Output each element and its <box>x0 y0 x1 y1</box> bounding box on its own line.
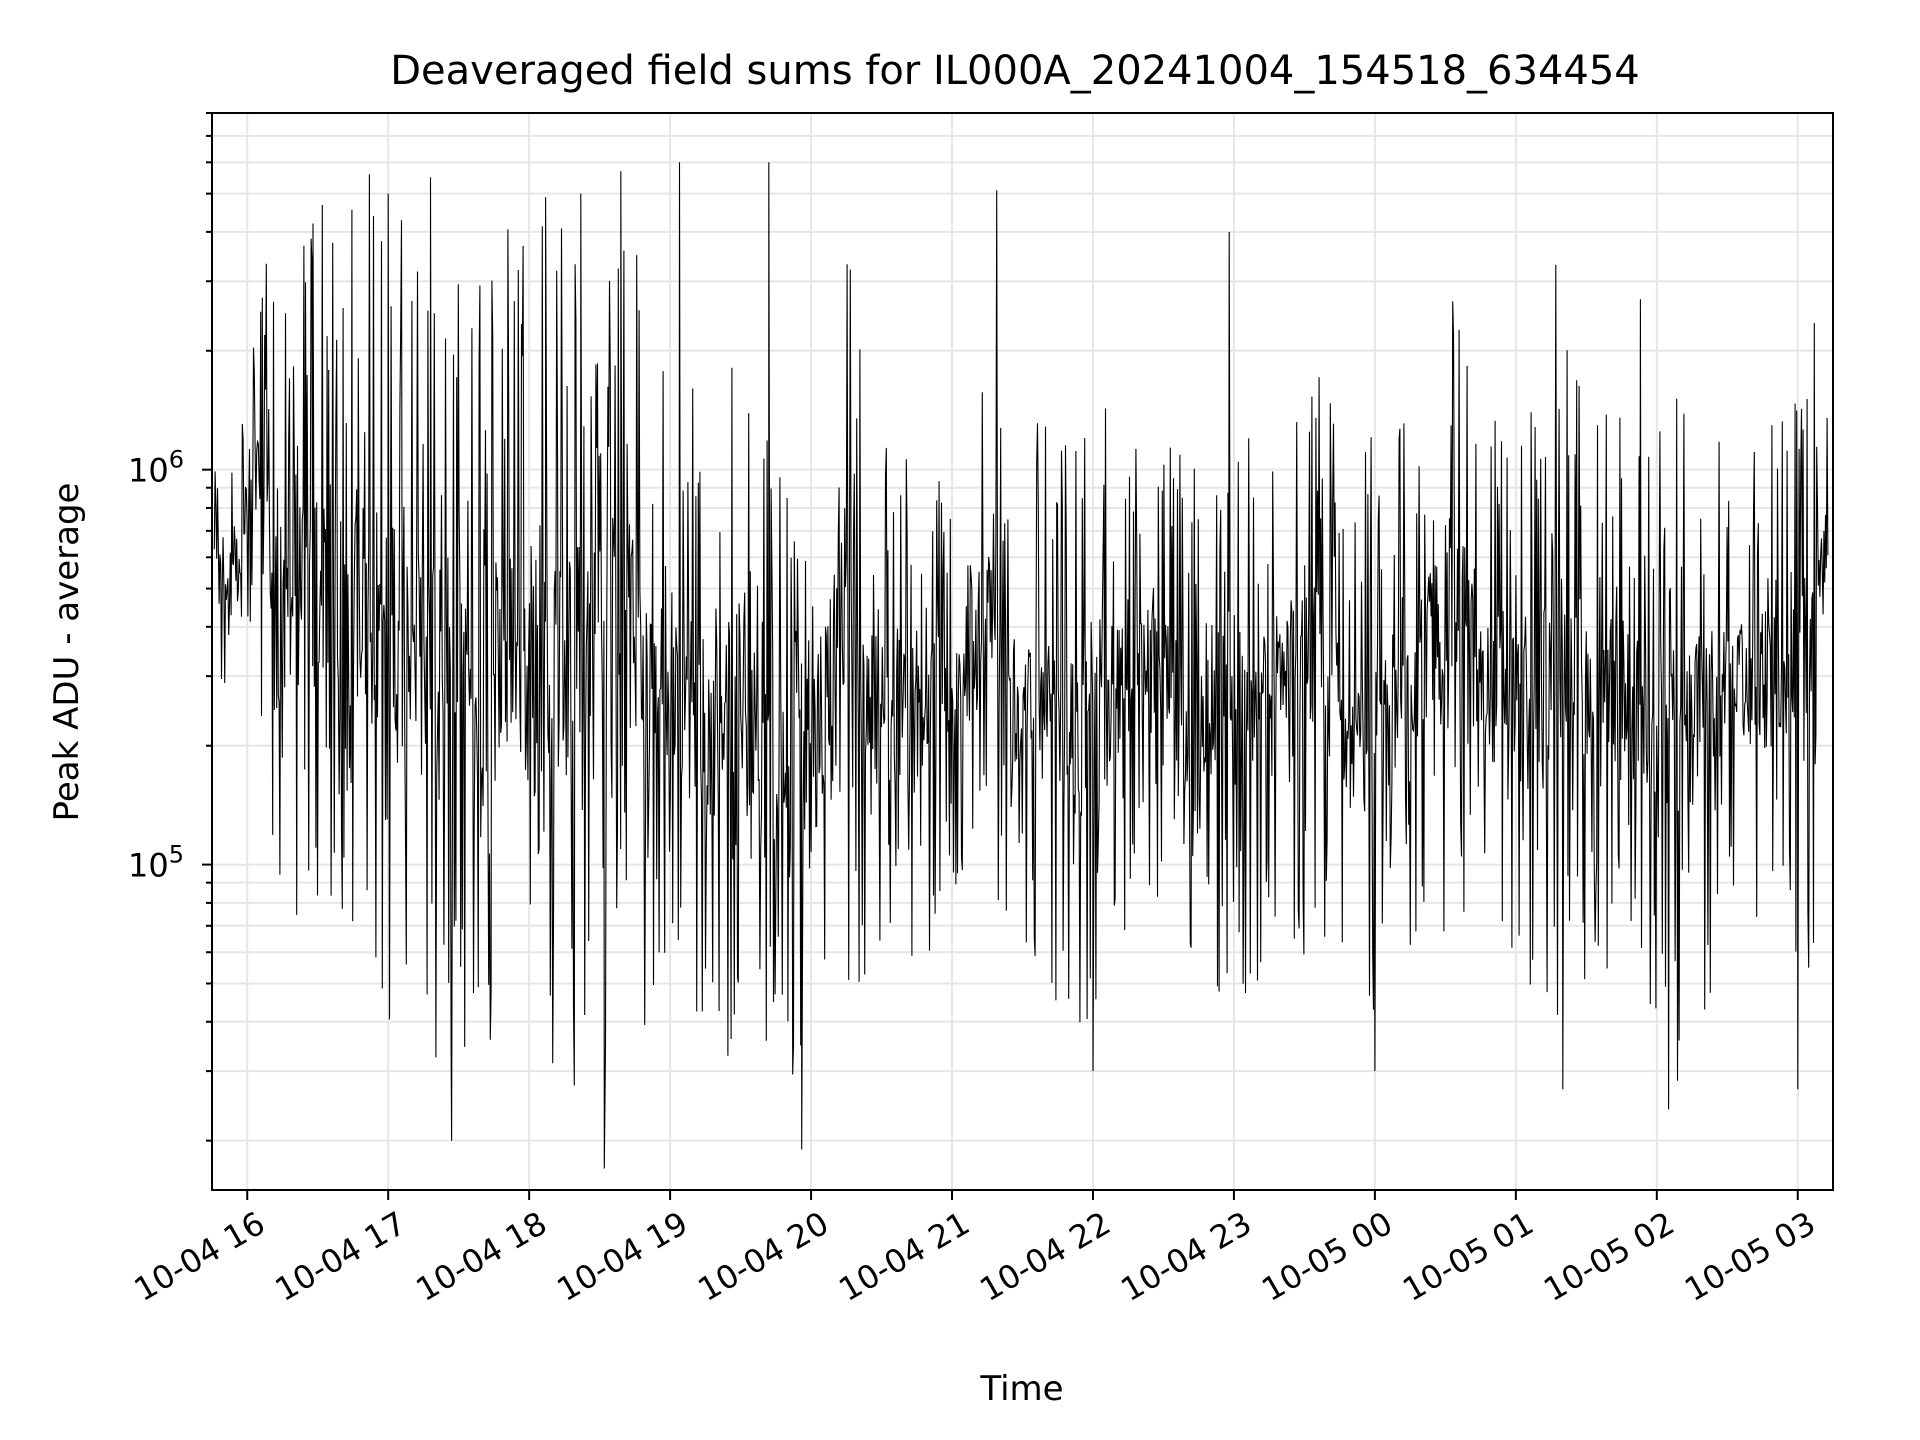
x-tick-label: 10-04 23 <box>1114 1204 1258 1309</box>
y-axis-ticks: 105 106 <box>128 112 212 1142</box>
x-tick-label: 10-04 16 <box>128 1204 272 1309</box>
x-tick-label: 10-05 03 <box>1678 1204 1822 1309</box>
x-tick-label: 10-05 02 <box>1537 1204 1681 1309</box>
series-path <box>213 162 1829 1169</box>
x-tick-label: 10-04 19 <box>551 1204 695 1309</box>
x-tick-label: 10-04 22 <box>973 1204 1117 1309</box>
x-tick-label: 10-04 20 <box>691 1204 835 1309</box>
chart-title: Deaveraged field sums for IL000A_2024100… <box>390 48 1640 94</box>
y-tick-label: 105 <box>128 841 184 885</box>
plot-frame <box>211 112 1834 1191</box>
y-tick-label: 106 <box>128 446 184 490</box>
x-tick-label: 10-05 01 <box>1396 1204 1540 1309</box>
x-tick-label: 10-04 21 <box>832 1204 976 1309</box>
x-tick-label: 10-04 18 <box>410 1204 554 1309</box>
grid-lines <box>212 112 1833 1190</box>
series-line <box>213 162 1829 1169</box>
x-tick-label: 10-05 00 <box>1255 1204 1399 1309</box>
y-axis-title: Peak ADU - average <box>47 483 87 822</box>
x-axis-title: Time <box>979 1369 1063 1409</box>
x-tick-label: 10-04 17 <box>269 1204 413 1309</box>
